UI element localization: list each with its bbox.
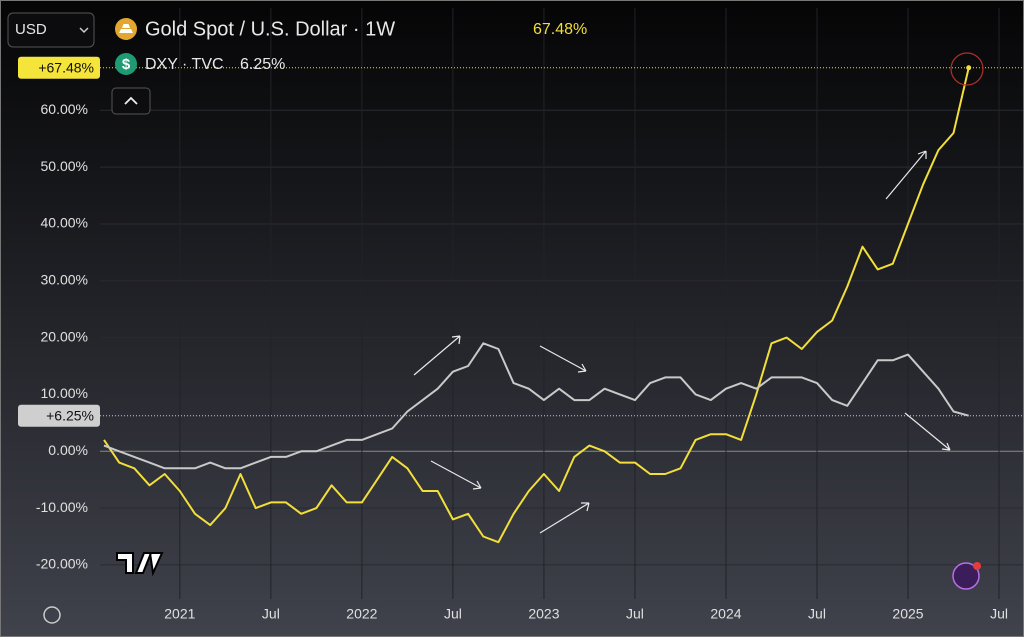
x-tick-label: 2024	[710, 606, 741, 622]
legend-gold-name: Gold Spot / U.S. Dollar · 1W	[145, 18, 395, 40]
last-value-badge	[18, 404, 100, 427]
series-line	[103, 67, 970, 544]
plot	[100, 65, 1024, 544]
arrow	[430, 460, 482, 490]
alert-icon[interactable]	[952, 562, 980, 590]
dxy-icon	[115, 53, 137, 75]
x-tick-label: Jul	[626, 606, 644, 622]
last-value-badge	[18, 56, 100, 79]
y-tick-label: -20.00%	[36, 556, 88, 572]
collapse-button[interactable]	[111, 87, 151, 115]
grid	[100, 8, 1024, 599]
alert-dot	[973, 562, 981, 570]
arrow	[885, 150, 927, 200]
dxy-icon-symbol: $	[122, 56, 131, 73]
x-tick-label: 2023	[528, 606, 559, 622]
x-tick-label: 2021	[164, 606, 195, 622]
last-point	[966, 65, 972, 71]
highlight-circle	[950, 52, 984, 86]
series-line	[103, 342, 969, 470]
x-tick-label: 2022	[346, 606, 377, 622]
arrow	[539, 345, 587, 373]
tv-logo	[116, 552, 164, 577]
arrow	[539, 502, 590, 534]
currency-label: USD	[15, 21, 47, 38]
legend-dxy-name: DXY · TVC	[145, 56, 224, 73]
collapse-caret	[124, 96, 138, 105]
gold-icon-bars	[119, 24, 133, 33]
y-tick-label: -10.00%	[36, 499, 88, 515]
x-tick-label: Jul	[808, 606, 826, 622]
settings-icon[interactable]	[43, 606, 61, 624]
y-tick-label: 20.00%	[41, 328, 88, 344]
arrow	[413, 335, 461, 376]
y-tick-label: 50.00%	[41, 158, 88, 174]
arrow	[904, 412, 951, 451]
x-tick-label: 2025	[892, 606, 923, 622]
last-value-label: +67.48%	[38, 59, 94, 75]
dropdown-caret	[79, 27, 89, 34]
y-tick-label: 30.00%	[41, 271, 88, 287]
x-tick-label: Jul	[262, 606, 280, 622]
x-tick-label: Jul	[444, 606, 462, 622]
annotation-arrows	[413, 150, 951, 534]
labels: -20.00% -10.00% 0.00% 10.00% 20.00% 30.00% 40.…	[18, 56, 1008, 622]
x-tick-label: Jul	[990, 606, 1008, 622]
legend-gold-value: 67.48%	[533, 21, 587, 38]
y-tick-label: 60.00%	[41, 101, 88, 117]
currency-dropdown[interactable]	[7, 12, 95, 48]
last-value-label: +6.25%	[46, 407, 94, 423]
legend-dxy-value: 6.25%	[240, 56, 285, 73]
y-tick-label: 10.00%	[41, 385, 88, 401]
y-tick-label: 0.00%	[48, 442, 88, 458]
y-tick-label: 40.00%	[41, 215, 88, 231]
